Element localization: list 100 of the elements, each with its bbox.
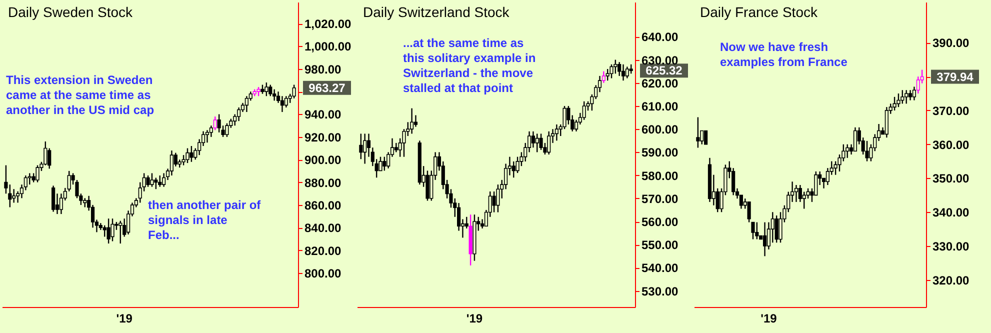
text: 963.27 [308,80,346,95]
candlestick [217,114,221,133]
y-tick-label: 350.00 [932,172,970,186]
annotation: ...at the same time as this solitary example in Switzerland - the move stalled at that point [403,36,536,95]
y-tick-label: 570.00 [642,192,679,206]
candlestick [414,114,418,128]
candlestick [280,96,284,113]
candlestick [496,184,500,213]
candlestick [896,92,900,108]
annotation: Now we have fresh examples from France [720,40,848,69]
y-tick-label: 900.00 [304,153,342,168]
y-tick-label: 370.00 [932,104,970,118]
candlestick [154,177,158,190]
y-tick-label: 1,020.00 [304,17,352,32]
y-tick-label: 640.00 [642,30,679,44]
candlestick [260,84,264,94]
candlestick [865,140,869,162]
candlestick [146,174,150,188]
candlestick [110,218,114,242]
candlestick [244,96,248,113]
candlestick [272,88,276,102]
x-tick-label: '19 [116,312,133,326]
y-tick-label: 800.00 [304,266,342,280]
candlestick [83,198,87,208]
candlestick [190,145,194,162]
candlestick [284,96,288,108]
candlestick [36,164,40,183]
candlestick [762,222,767,257]
candlestick [904,90,908,104]
candlestick [186,148,190,164]
candlestick [292,84,296,99]
candlestick [535,133,539,153]
candlestick [225,122,229,138]
candlestick [213,116,217,131]
y-tick-label: 320.00 [932,273,970,288]
candlestick [106,218,110,244]
candlestick [516,156,520,174]
y-tick-label: 920.00 [304,130,342,144]
candlestick [566,105,570,126]
candlestick [170,150,174,176]
candlestick [363,133,367,164]
y-tick-label: 860.00 [304,198,342,212]
y-tick-label: 880.00 [304,176,342,190]
y-tick-label: 840.00 [304,221,342,236]
candlestick [755,222,759,240]
candlestick [464,216,468,230]
candlestick [512,160,516,178]
candlestick [426,170,430,202]
candlestick [908,90,912,101]
candlestick [629,64,633,74]
candlestick [52,185,56,212]
y-tick-label: 550.00 [642,238,679,252]
candlestick [118,220,122,244]
y-tick-label: 820.00 [304,244,342,258]
candlestick [359,133,363,160]
candlestick [696,116,700,148]
candlestick [264,82,268,97]
x-tick-label: '19 [760,312,778,326]
candlestick [539,133,543,150]
candlestick [410,108,414,134]
candlestick [162,172,166,188]
candlestick [610,64,614,79]
candlestick [102,224,106,238]
candlestick [704,130,708,145]
y-tick-label: 530.00 [642,284,679,298]
y-tick-label: 610.00 [642,99,679,114]
candlestick [853,126,858,152]
candlestick [618,61,622,77]
candlestick [547,130,551,156]
candlestick [492,190,496,213]
x-tick-label: '19 [466,312,483,326]
candlestick [794,184,798,203]
candlestick [531,130,535,148]
candlestick [884,106,888,138]
candlestick [237,106,241,122]
y-tick-label: 580.00 [642,168,679,183]
candlestick [606,68,610,82]
chart-title: Daily France Stock [700,4,818,20]
annotation: then another pair of signals in late Feb... [148,198,262,242]
annotation: This extension in Sweden came at the same time as another in the US mid cap [6,73,154,117]
chart-title: Daily Sweden Stock [8,4,134,20]
candlestick [205,130,210,144]
candlestick [621,64,626,82]
candlestick [614,59,618,74]
y-tick-label: 940.00 [304,108,342,122]
text: 379.94 [936,70,974,84]
candlestick [174,152,178,168]
candlestick [900,90,904,104]
y-tick-label: 1,000.00 [304,40,352,54]
candlestick [158,174,162,188]
y-tick-label: 620.00 [642,76,679,90]
y-tick-label: 340.00 [932,206,970,220]
y-tick-label: 540.00 [642,261,679,276]
y-tick-label: 330.00 [932,240,970,254]
chart-title: Daily Switzerland Stock [363,4,510,20]
y-tick-label: 980.00 [304,62,342,76]
candlestick [394,142,398,153]
y-tick-label: 360.00 [932,138,970,152]
candlestick [892,96,896,112]
y-tick-label: 390.00 [932,36,970,50]
